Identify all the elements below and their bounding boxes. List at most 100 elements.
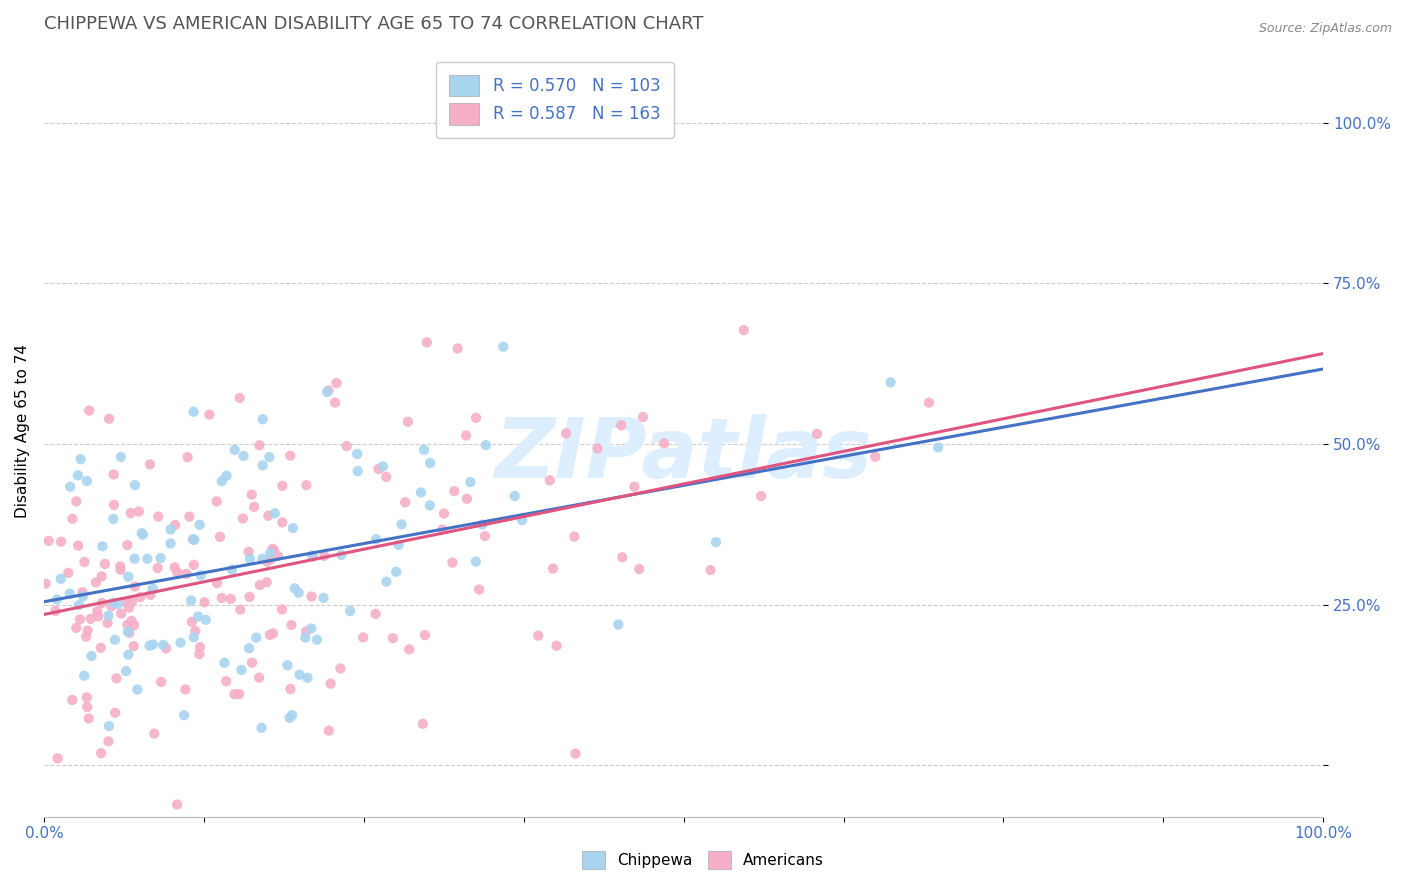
Point	[128, 504, 150, 518]
Point	[118, 600, 141, 615]
Point	[69, 612, 91, 626]
Point	[90, 596, 112, 610]
Point	[433, 507, 456, 521]
Point	[94, 557, 117, 571]
Point	[631, 410, 654, 425]
Point	[259, 546, 281, 560]
Point	[312, 591, 335, 605]
Point	[181, 533, 204, 547]
Point	[329, 661, 352, 675]
Point	[190, 568, 212, 582]
Point	[330, 548, 353, 562]
Point	[77, 711, 100, 725]
Point	[149, 551, 172, 566]
Point	[454, 428, 477, 442]
Point	[38, 533, 60, 548]
Point	[183, 533, 205, 547]
Point	[243, 500, 266, 514]
Point	[281, 708, 304, 723]
Point	[280, 681, 302, 696]
Point	[49, 572, 72, 586]
Point	[117, 618, 139, 632]
Point	[474, 529, 496, 543]
Point	[492, 340, 515, 354]
Point	[60, 693, 83, 707]
Legend: Chippewa, Americans: Chippewa, Americans	[576, 845, 830, 875]
Point	[77, 403, 100, 417]
Point	[257, 508, 280, 523]
Point	[221, 563, 243, 577]
Point	[249, 578, 271, 592]
Point	[610, 418, 633, 433]
Point	[138, 639, 160, 653]
Point	[314, 549, 336, 563]
Point	[232, 511, 254, 525]
Point	[65, 621, 87, 635]
Point	[238, 590, 260, 604]
Point	[346, 447, 368, 461]
Point	[180, 593, 202, 607]
Point	[131, 526, 153, 541]
Point	[336, 439, 359, 453]
Point	[538, 474, 561, 488]
Point	[76, 690, 98, 705]
Point	[699, 563, 721, 577]
Point	[76, 474, 98, 488]
Point	[139, 458, 162, 472]
Point	[44, 604, 66, 618]
Point	[586, 442, 609, 456]
Point	[259, 450, 281, 464]
Point	[249, 438, 271, 452]
Point	[510, 513, 533, 527]
Point	[238, 641, 260, 656]
Point	[301, 590, 323, 604]
Point	[276, 658, 298, 673]
Point	[295, 478, 318, 492]
Point	[256, 575, 278, 590]
Point	[184, 624, 207, 638]
Point	[555, 426, 578, 441]
Text: CHIPPEWA VS AMERICAN DISABILITY AGE 65 TO 74 CORRELATION CHART: CHIPPEWA VS AMERICAN DISABILITY AGE 65 T…	[44, 15, 703, 33]
Point	[263, 543, 285, 558]
Point	[188, 647, 211, 661]
Point	[142, 637, 165, 651]
Point	[541, 561, 564, 575]
Point	[352, 631, 374, 645]
Point	[564, 747, 586, 761]
Point	[319, 676, 342, 690]
Point	[527, 629, 550, 643]
Text: Source: ZipAtlas.com: Source: ZipAtlas.com	[1258, 22, 1392, 36]
Point	[441, 556, 464, 570]
Point	[468, 582, 491, 597]
Point	[564, 530, 586, 544]
Text: ZIPatlas: ZIPatlas	[495, 414, 873, 495]
Point	[607, 617, 630, 632]
Point	[612, 550, 634, 565]
Point	[117, 538, 139, 552]
Point	[174, 682, 197, 697]
Point	[323, 395, 346, 409]
Point	[120, 506, 142, 520]
Point	[260, 552, 283, 566]
Point	[79, 612, 101, 626]
Point	[66, 468, 89, 483]
Point	[219, 591, 242, 606]
Point	[287, 586, 309, 600]
Point	[165, 517, 187, 532]
Point	[143, 726, 166, 740]
Point	[250, 721, 273, 735]
Point	[46, 751, 69, 765]
Point	[129, 590, 152, 604]
Point	[72, 590, 94, 604]
Y-axis label: Disability Age 65 to 74: Disability Age 65 to 74	[15, 344, 30, 518]
Point	[443, 484, 465, 499]
Point	[193, 595, 215, 609]
Point	[211, 591, 233, 605]
Point	[194, 613, 217, 627]
Point	[117, 570, 139, 584]
Point	[280, 618, 302, 632]
Point	[229, 602, 252, 616]
Point	[271, 479, 294, 493]
Point	[398, 642, 420, 657]
Point	[419, 499, 441, 513]
